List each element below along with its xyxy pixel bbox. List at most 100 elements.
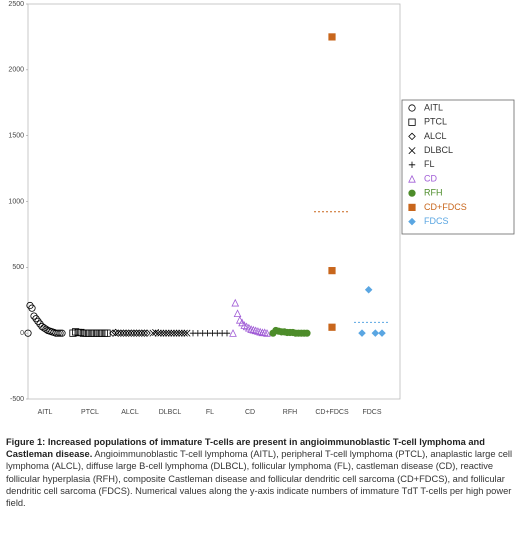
point — [231, 298, 240, 307]
legend-label: FDCS — [424, 216, 449, 226]
legend-marker — [408, 161, 416, 168]
point — [254, 327, 262, 335]
point — [154, 329, 162, 337]
point — [173, 329, 181, 337]
point — [178, 329, 186, 337]
point — [122, 329, 130, 337]
point — [111, 328, 120, 337]
x-tick-label: AITL — [38, 409, 53, 416]
point — [229, 329, 237, 337]
legend-label: AITL — [424, 102, 443, 112]
point — [24, 329, 32, 337]
x-tick-label: FDCS — [362, 409, 381, 416]
y-tick-label: -500 — [10, 396, 24, 403]
point — [132, 329, 141, 337]
caption: Figure 1: Increased populations of immat… — [6, 436, 514, 509]
point — [157, 329, 165, 337]
point — [223, 329, 231, 337]
x-tick-label: FL — [206, 409, 214, 416]
legend-marker — [408, 217, 416, 226]
legend-marker — [408, 189, 416, 197]
point — [56, 329, 64, 337]
legend-label: RFH — [424, 188, 443, 198]
point — [130, 329, 138, 337]
point — [249, 325, 258, 334]
y-tick-label: 2000 — [8, 67, 24, 74]
point — [189, 329, 197, 337]
point — [140, 329, 149, 337]
legend-label: FL — [424, 159, 435, 169]
legend-label: ALCL — [424, 131, 447, 141]
point — [69, 329, 77, 337]
legend-label: CD — [424, 173, 437, 183]
x-tick-label: CD+FDCS — [315, 409, 349, 416]
chart: -500 0 500 1000 1500 2000 2500 AITL PTCL ALCL DLBC… — [8, 1, 515, 416]
point — [135, 329, 143, 337]
point — [328, 267, 336, 275]
point — [247, 325, 255, 333]
y-tick-label: 2500 — [8, 1, 24, 8]
point — [77, 328, 85, 337]
point — [256, 327, 265, 336]
point — [183, 329, 191, 337]
point — [358, 329, 366, 337]
point — [127, 329, 136, 337]
point — [109, 329, 117, 337]
point — [40, 324, 48, 332]
point — [58, 329, 66, 337]
point — [119, 329, 128, 337]
point — [54, 329, 62, 337]
point — [28, 304, 36, 312]
caption-text: Angioimmunoblastic T-cell lymphoma (AITL… — [6, 449, 513, 509]
point — [251, 326, 260, 335]
point — [114, 329, 122, 337]
y-tick-label: 0 — [20, 330, 24, 337]
x-tick-label: RFH — [283, 409, 297, 416]
x-tick-label: PTCL — [81, 409, 99, 416]
plot-frame — [27, 3, 401, 400]
legend-label: CD+FDCS — [424, 202, 467, 212]
point — [124, 329, 133, 337]
legend-label: PTCL — [424, 117, 447, 127]
legend-marker — [408, 203, 416, 211]
legend-marker — [408, 132, 416, 141]
y-tick-label: 1000 — [8, 198, 24, 205]
legend-label: DLBCL — [424, 145, 453, 155]
point — [303, 329, 311, 337]
point — [38, 322, 46, 331]
point — [269, 329, 277, 337]
point — [233, 309, 242, 318]
point — [149, 329, 157, 337]
point — [328, 33, 336, 41]
point — [165, 329, 173, 337]
point — [328, 323, 336, 331]
legend-marker — [408, 147, 416, 155]
y-tick-label: 500 — [12, 264, 24, 271]
point — [138, 329, 146, 337]
point — [378, 329, 386, 337]
point — [364, 285, 373, 294]
x-tick-label: ALCL — [121, 409, 139, 416]
x-tick-label: DLBCL — [159, 409, 182, 416]
point — [159, 329, 167, 337]
point — [260, 328, 269, 337]
point — [180, 329, 188, 337]
caption-bold: Figure 1: Increased populations of immat… — [6, 437, 485, 460]
legend-marker — [408, 104, 416, 112]
point — [263, 329, 271, 337]
point — [175, 329, 183, 337]
point — [170, 329, 178, 337]
legend-marker — [408, 174, 416, 183]
point — [72, 328, 80, 336]
point — [42, 325, 50, 333]
y-tick-label: 1500 — [8, 133, 24, 140]
point — [371, 329, 380, 337]
legend-box — [401, 99, 515, 235]
point — [143, 329, 151, 337]
point — [52, 329, 60, 337]
x-tick-label: CD — [245, 409, 255, 416]
point — [162, 329, 170, 337]
legend-marker — [408, 118, 416, 126]
point — [117, 329, 125, 337]
